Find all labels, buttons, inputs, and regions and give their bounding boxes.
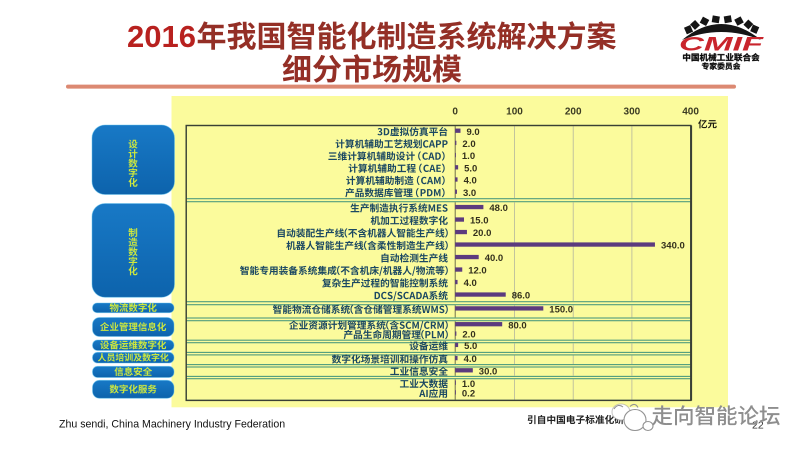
- svg-text:15.0: 15.0: [470, 216, 489, 227]
- svg-text:100: 100: [506, 107, 523, 118]
- svg-text:5.0: 5.0: [464, 163, 477, 174]
- svg-text:20.0: 20.0: [473, 228, 492, 239]
- svg-text:5.0: 5.0: [464, 341, 477, 352]
- svg-text:48.0: 48.0: [489, 203, 508, 214]
- svg-text:30.0: 30.0: [479, 366, 498, 377]
- svg-text:12.0: 12.0: [468, 266, 487, 277]
- svg-text:1.0: 1.0: [462, 379, 475, 390]
- svg-text:150.0: 150.0: [549, 305, 573, 316]
- svg-text:300: 300: [624, 107, 641, 118]
- svg-text:400: 400: [682, 107, 699, 118]
- svg-text:2.0: 2.0: [462, 139, 475, 150]
- svg-text:4.0: 4.0: [464, 354, 477, 365]
- svg-text:Zhu sendi, China Machinery Ind: Zhu sendi, China Machinery Industry Fede…: [59, 419, 285, 431]
- svg-text:86.0: 86.0: [512, 291, 531, 302]
- svg-text:CMIF: CMIF: [679, 35, 766, 56]
- svg-text:200: 200: [565, 107, 582, 118]
- svg-text:2016: 2016: [127, 19, 196, 54]
- svg-text:0: 0: [452, 107, 458, 118]
- svg-text:40.0: 40.0: [485, 253, 504, 264]
- svg-text:1.0: 1.0: [462, 151, 475, 162]
- svg-text:340.0: 340.0: [661, 241, 685, 252]
- svg-text:22: 22: [752, 420, 764, 432]
- svg-text:0.2: 0.2: [462, 389, 475, 400]
- svg-text:80.0: 80.0: [508, 320, 527, 331]
- svg-text:4.0: 4.0: [464, 176, 477, 187]
- svg-text:4.0: 4.0: [464, 278, 477, 289]
- svg-text:2.0: 2.0: [462, 330, 475, 341]
- svg-text:9.0: 9.0: [467, 127, 480, 138]
- svg-text:3.0: 3.0: [463, 188, 476, 199]
